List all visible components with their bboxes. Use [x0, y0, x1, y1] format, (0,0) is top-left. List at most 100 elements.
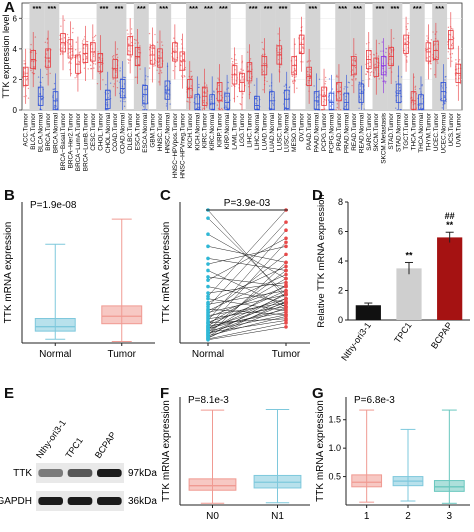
data-point [217, 107, 220, 110]
pair-line [207, 230, 287, 321]
data-point [63, 37, 66, 39]
data-point [261, 41, 263, 44]
data-point [148, 67, 151, 69]
data-point [147, 75, 149, 78]
data-point [30, 69, 32, 72]
data-point [359, 89, 361, 91]
data-point [61, 49, 63, 52]
data-point [116, 87, 119, 89]
data-point [239, 79, 242, 82]
data-point [435, 31, 438, 33]
significance-band [409, 3, 425, 110]
data-point [430, 63, 432, 65]
data-point [369, 53, 372, 56]
x-tick-label: STAD.Normal [396, 113, 403, 152]
x-tick-label: SKCM.Tumor [373, 112, 380, 151]
data-point [369, 61, 371, 63]
normal-point [206, 296, 210, 301]
data-point [247, 81, 250, 84]
data-point [139, 68, 141, 70]
row-label: TTK [13, 468, 32, 479]
data-point [328, 78, 331, 80]
pair-line [207, 308, 287, 316]
box [433, 480, 465, 492]
x-tick-label: ACC.Tumor [23, 112, 30, 146]
data-point [434, 43, 436, 45]
bar [437, 237, 463, 320]
x-tick-label: COAD.Tumor [112, 112, 119, 151]
data-point [131, 41, 133, 44]
pair-line [207, 290, 287, 326]
data-point [90, 43, 93, 46]
data-point [418, 88, 421, 90]
data-point [135, 57, 138, 59]
y-tick-label: 8 [338, 197, 343, 207]
data-point [441, 107, 443, 109]
data-point [414, 85, 417, 87]
data-point [112, 78, 114, 80]
data-point [277, 51, 279, 54]
x-tick-label: ESCA.Tumor [135, 112, 142, 150]
data-point [451, 53, 454, 55]
data-point [348, 81, 351, 84]
data-point [158, 50, 160, 53]
data-point [368, 78, 371, 80]
significance-mark: *** [249, 4, 258, 13]
x-tick-label: LUAD.Tumor [261, 112, 268, 150]
data-point [374, 63, 377, 65]
data-point [225, 105, 227, 107]
y-tick-label: 1.5 [328, 415, 341, 425]
data-point [180, 61, 183, 63]
box [34, 318, 76, 332]
data-point [414, 103, 416, 105]
significance-mark: *** [264, 4, 273, 13]
data-point [400, 108, 402, 111]
data-point [94, 34, 97, 37]
data-point [253, 84, 256, 86]
data-point [444, 102, 446, 105]
x-tick-label: HNSC−HPVneg.Tumor [179, 112, 186, 179]
data-point [46, 73, 48, 76]
panel-label-a: A [4, 0, 15, 16]
data-point [30, 51, 33, 53]
data-point [231, 57, 233, 60]
data-point [116, 80, 119, 82]
data-point [25, 79, 28, 81]
data-point [96, 82, 99, 85]
data-point [220, 94, 222, 97]
data-point [116, 48, 119, 50]
data-point [119, 67, 121, 69]
x-tick-label: LUSC.Normal [284, 113, 291, 152]
data-point [325, 80, 327, 83]
data-point [459, 82, 462, 85]
data-point [220, 107, 223, 110]
data-point [384, 70, 386, 73]
data-point [407, 22, 409, 25]
x-tick-label: Nthy-ori3-1 [339, 320, 373, 362]
significance-band [111, 3, 127, 110]
data-point [382, 80, 384, 83]
data-point [31, 72, 34, 74]
significance-mark: *** [353, 4, 362, 13]
significance-band [29, 3, 45, 110]
data-point [24, 67, 26, 70]
data-point [236, 62, 238, 65]
x-tick-label: PAAD.Tumor [306, 112, 313, 150]
data-point [175, 58, 177, 61]
data-point [205, 92, 207, 94]
data-point [294, 72, 296, 75]
pair-line [207, 278, 287, 324]
data-point [246, 51, 249, 53]
data-point [143, 101, 145, 104]
data-point [358, 107, 360, 109]
data-point [116, 53, 118, 56]
normal-point [206, 216, 210, 220]
data-point [269, 89, 271, 91]
data-point [455, 68, 458, 70]
data-point [160, 70, 162, 72]
size-label: 97kDa [128, 468, 157, 479]
x-tick-label: LUSC.Tumor [276, 112, 283, 150]
data-point [67, 36, 70, 39]
box [418, 94, 424, 110]
data-point [329, 91, 331, 93]
